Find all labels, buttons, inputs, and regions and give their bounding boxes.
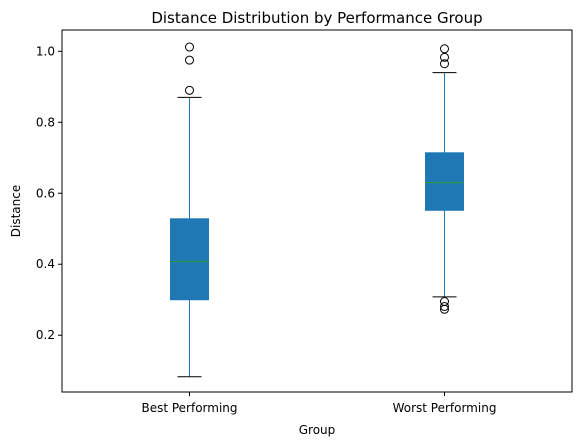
y-tick-label: 0.8 [36, 115, 55, 129]
outlier-point [185, 85, 194, 95]
y-tick-label: 0.6 [36, 186, 55, 200]
outlier-point [440, 52, 449, 62]
y-axis-label: Distance [9, 185, 23, 237]
outlier-point [440, 59, 449, 69]
box-iqr [170, 218, 209, 301]
y-tick-label: 0.2 [36, 328, 55, 342]
outlier-point [185, 42, 194, 52]
box-group [425, 44, 464, 314]
y-axis-ticks: 0.2 0.4 0.6 0.8 1.0 [36, 44, 62, 342]
outlier-point [185, 55, 194, 65]
x-tick-label: Best Performing [141, 401, 237, 415]
x-axis-ticks: Best Performing Worst Performing [141, 392, 496, 415]
outlier-point [440, 44, 449, 54]
x-tick-label: Worst Performing [393, 401, 497, 415]
box-iqr [425, 152, 464, 211]
y-tick-label: 1.0 [36, 44, 55, 58]
outlier-point [440, 297, 449, 306]
chart-title: Distance Distribution by Performance Gro… [151, 9, 482, 27]
chart-marks [170, 42, 464, 378]
box-group [170, 42, 209, 378]
y-tick-label: 0.4 [36, 257, 55, 271]
plot-area [61, 29, 573, 393]
x-axis-label: Group [299, 423, 336, 437]
outlier-point [440, 301, 449, 311]
